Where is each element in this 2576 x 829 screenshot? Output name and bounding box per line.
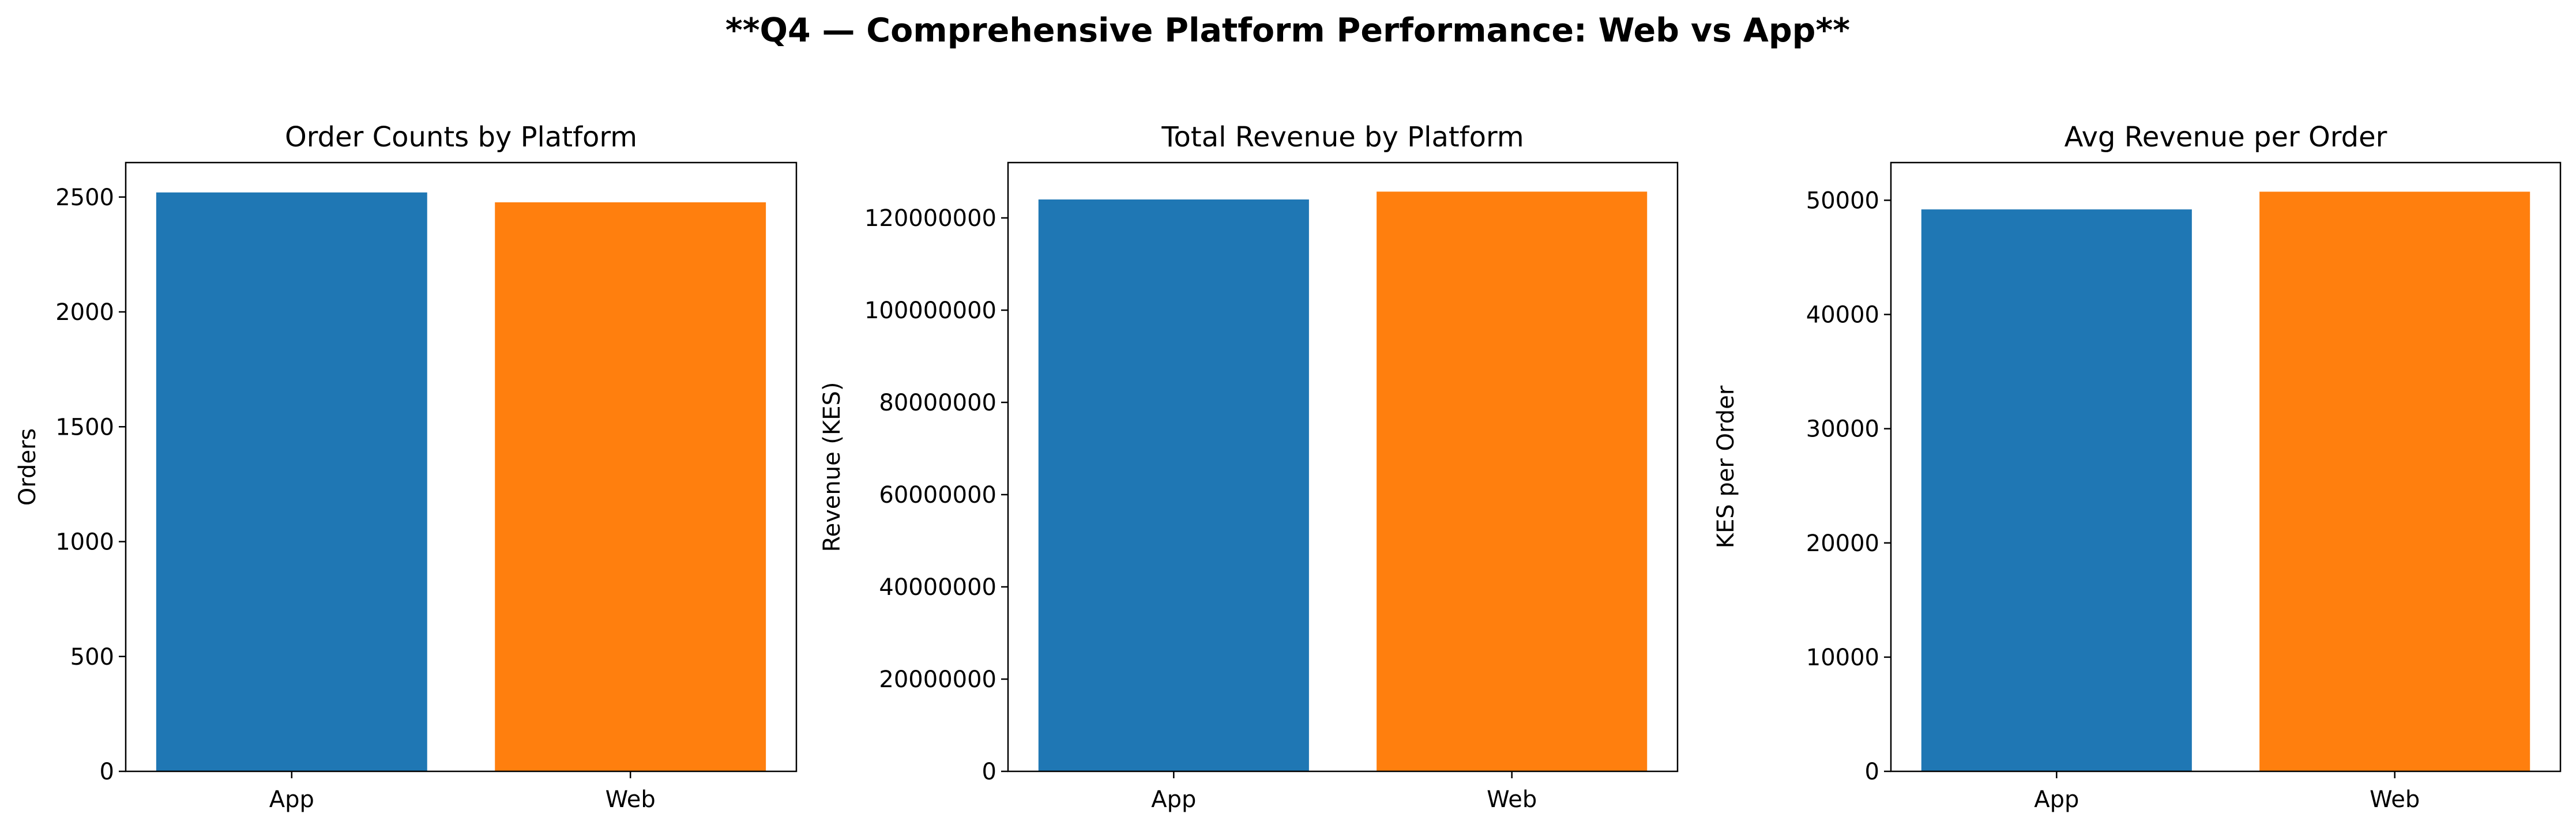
subplot-3: 0 10000 20000 30000 40000 50000 App Web Avg Reve… [1713,121,2562,813]
figure-title: **Q4 — Comprehensive Platform Performanc… [725,12,1850,50]
y-tick-label: 1500 [55,414,114,440]
bar-app [156,192,427,771]
y-tick-label: 120000000 [864,205,996,232]
y-axis-label: Revenue (KES) [819,382,845,552]
x-tick-label: App [269,786,314,813]
axes-layer: 0 500 1000 1500 2000 2500 App Web Order Counts b… [14,121,2562,813]
y-tick-label: 0 [1865,759,1879,785]
axes-frame [125,161,798,773]
bar-web [2259,191,2530,771]
bar-app [1921,209,2192,771]
bar-web [495,202,766,772]
y-tick-label: 60000000 [879,482,996,508]
y-tick-label: 20000000 [879,666,996,693]
x-tick-label: Web [606,786,656,813]
y-tick-label: 40000 [1806,302,1879,329]
y-tick-label: 0 [982,759,996,785]
x-tick-label: App [2034,786,2079,813]
bar-app [1038,199,1309,771]
y-tick-label: 2500 [55,184,114,211]
axes-frame [1890,161,2562,773]
subplot-2: 0 20000000 40000000 60000000 80000000 1000000… [819,121,1679,813]
y-tick-label: 10000 [1806,645,1879,671]
x-tick-label: App [1151,786,1196,813]
subplot-title: Avg Revenue per Order [2064,121,2387,153]
bar-web [1377,191,1648,771]
subplot-title: Order Counts by Platform [285,121,637,153]
x-tick-label: Web [2370,786,2420,813]
subplot-title: Total Revenue by Platform [1161,121,1524,153]
y-tick-label: 40000000 [879,574,996,601]
y-tick-label: 100000000 [864,297,996,324]
x-tick-label: Web [1487,786,1537,813]
y-tick-label: 2000 [55,299,114,326]
y-tick-label: 500 [70,644,114,670]
y-axis-label: KES per Order [1713,385,1739,548]
y-tick-label: 50000 [1806,187,1879,214]
axes-frame [1007,161,1679,773]
y-tick-label: 30000 [1806,416,1879,443]
y-tick-label: 80000000 [879,390,996,416]
y-tick-label: 0 [100,759,114,785]
y-axis-label: Orders [14,428,41,506]
y-tick-label: 1000 [55,529,114,556]
subplot-1: 0 500 1000 1500 2000 2500 App Web Order Counts b… [14,121,798,813]
y-tick-label: 20000 [1806,530,1879,557]
